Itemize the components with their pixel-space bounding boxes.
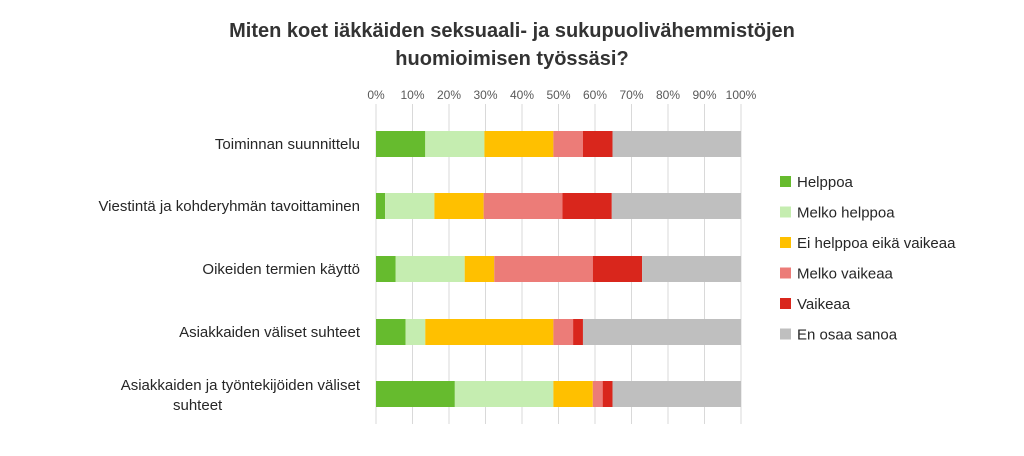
legend-swatch	[780, 206, 791, 218]
category-label: Oikeiden termien käyttö	[202, 261, 360, 278]
bar-segment	[553, 381, 593, 407]
chart-title-line-1: Miten koet iäkkäiden seksuaali- ja sukup…	[229, 20, 795, 42]
bar-segment	[612, 131, 741, 157]
bar-segment	[592, 381, 603, 407]
x-tick-label: 70%	[619, 88, 643, 102]
bar-segment	[611, 193, 741, 219]
x-tick-label: 10%	[400, 88, 424, 102]
legend-swatch	[780, 176, 791, 187]
x-tick-label: 50%	[546, 88, 570, 102]
chart-title-line-2: huomioimisen työssäsi?	[395, 48, 629, 70]
x-tick-label: 90%	[692, 88, 716, 102]
legend-swatch	[780, 237, 791, 248]
bar-segment	[425, 131, 485, 157]
legend-label: Melko vaikeaa	[797, 266, 894, 283]
bar-segment	[376, 193, 386, 219]
category-label: Viestintä ja kohderyhmän tavoittaminen	[98, 198, 360, 215]
bar-segment	[395, 256, 465, 282]
legend-label: Vaikeaa	[797, 296, 851, 313]
category-label: Asiakkaiden väliset suhteet	[179, 324, 361, 341]
bar-segment	[484, 131, 554, 157]
bar-segment	[582, 319, 741, 345]
x-tick-label: 0%	[367, 88, 385, 102]
bar-segment	[612, 381, 741, 407]
bar-segment	[553, 319, 574, 345]
x-tick-label: 30%	[473, 88, 497, 102]
bar-segment	[602, 381, 613, 407]
bar-segment	[553, 131, 583, 157]
x-tick-label: 100%	[726, 88, 757, 102]
bar-segment	[376, 319, 406, 345]
x-tick-label: 60%	[583, 88, 607, 102]
bar-segment	[582, 131, 613, 157]
bar-segment	[385, 193, 435, 219]
bar-segment	[376, 381, 455, 407]
x-tick-label: 40%	[510, 88, 534, 102]
category-label: Asiakkaiden ja työntekijöiden väliset suh…	[121, 377, 361, 414]
legend-label: Melko helppoa	[797, 205, 895, 222]
bar-segment	[642, 256, 741, 282]
bar-segment	[494, 256, 593, 282]
legend-swatch	[780, 298, 791, 309]
bar-segment	[376, 256, 396, 282]
legend-label: En osaa sanoa	[797, 327, 898, 344]
legend-label: Ei helppoa eikä vaikeaa	[797, 235, 956, 252]
category-label: Toiminnan suunnittelu	[215, 136, 360, 153]
legend-label: Helppoa	[797, 174, 854, 191]
bar-segment	[592, 256, 643, 282]
bar-segment	[573, 319, 583, 345]
bar-segment	[464, 256, 495, 282]
bar-segment	[425, 319, 554, 345]
bar-segment	[454, 381, 554, 407]
bar-segment	[434, 193, 484, 219]
bar-segment	[405, 319, 426, 345]
legend-swatch	[780, 328, 791, 340]
x-tick-label: 80%	[656, 88, 680, 102]
bar-segment	[483, 193, 563, 219]
x-tick-label: 20%	[437, 88, 461, 102]
legend-swatch	[780, 267, 791, 279]
bar-segment	[562, 193, 612, 219]
bar-segment	[376, 131, 426, 157]
